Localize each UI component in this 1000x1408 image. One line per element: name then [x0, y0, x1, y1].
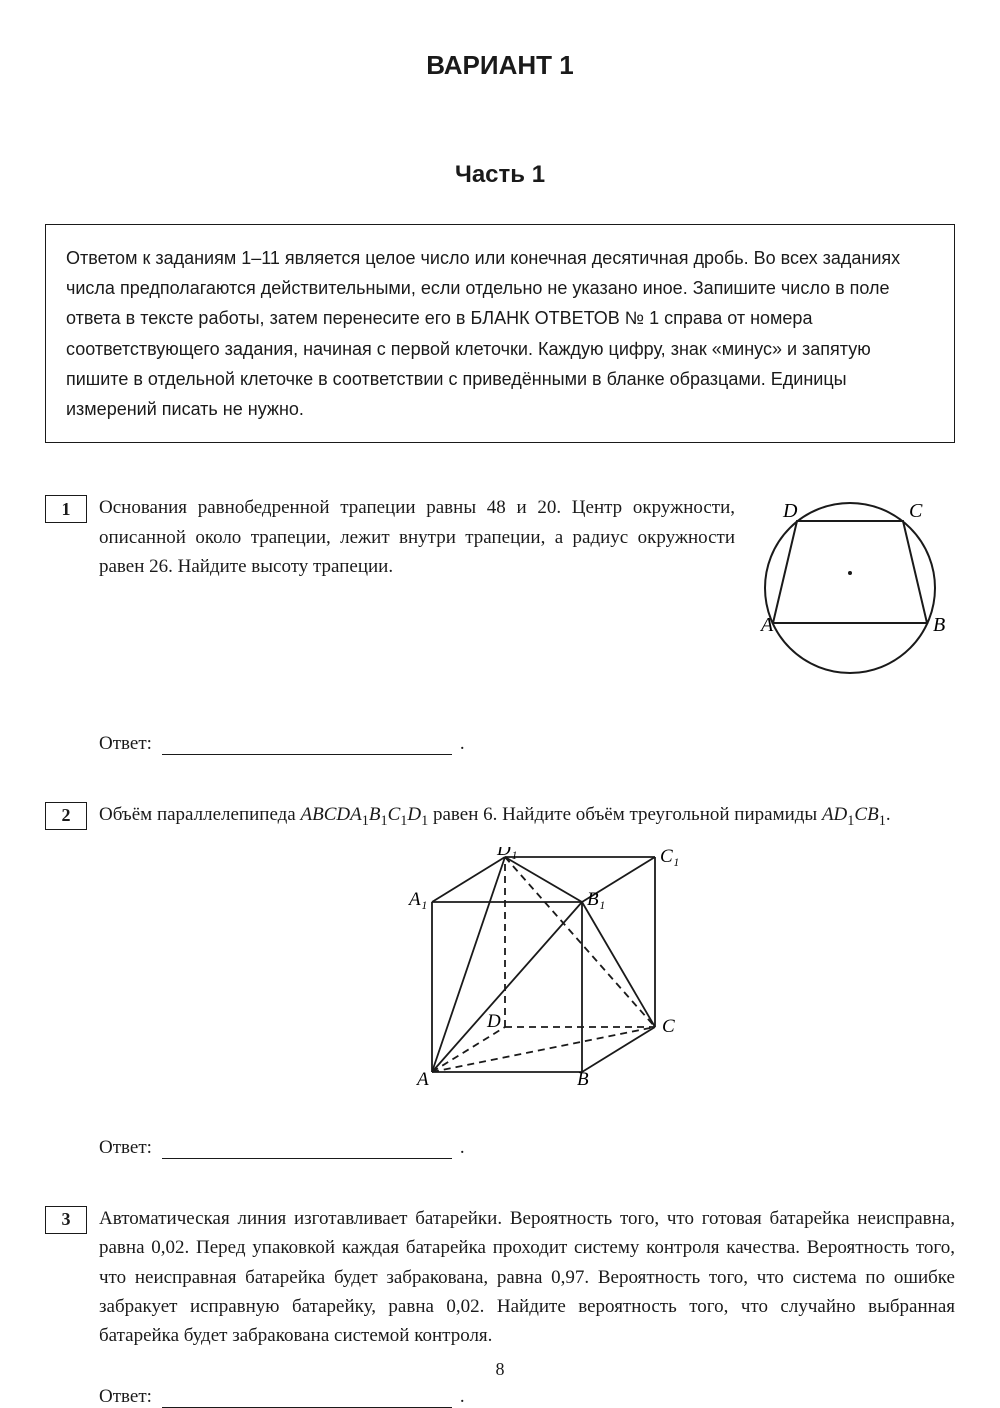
- svg-text:A: A: [415, 1069, 429, 1090]
- answer-line-2: Ответ: .: [99, 1137, 955, 1159]
- svg-text:B: B: [577, 1069, 589, 1090]
- variant-title: ВАРИАНТ 1: [45, 50, 955, 81]
- instructions-box: Ответом к заданиям 1–11 является целое ч…: [45, 224, 955, 443]
- svg-text:D: D: [782, 500, 798, 522]
- answer-period: .: [460, 1137, 465, 1159]
- svg-text:B₁: B₁: [587, 889, 605, 910]
- problem-2-text: Объём параллелепипеда ABCDA1B1C1D1 равен…: [99, 800, 955, 832]
- problem-number-box: 1: [45, 495, 87, 523]
- answer-label: Ответ:: [99, 1137, 152, 1159]
- page-number: 8: [0, 1359, 1000, 1380]
- problem-number-box: 3: [45, 1206, 87, 1234]
- problem-2-figure: A B C D A₁ B₁ C₁ D₁: [99, 847, 955, 1092]
- problem-1-text: Основания равнобедренной трапеции равны …: [99, 493, 735, 581]
- svg-text:C: C: [662, 1016, 675, 1037]
- problem-1: 1 Основания равнобедренной трапеции равн…: [45, 493, 955, 697]
- part-title: Часть 1: [45, 161, 955, 189]
- answer-field[interactable]: [162, 1158, 452, 1159]
- svg-text:D: D: [486, 1011, 501, 1032]
- svg-text:A₁: A₁: [407, 889, 427, 910]
- problem-1-figure: A B C D: [755, 493, 955, 697]
- svg-text:B: B: [933, 614, 945, 636]
- problem-2: 2 Объём параллелепипеда ABCDA1B1C1D1 рав…: [45, 800, 955, 1102]
- svg-text:C₁: C₁: [660, 847, 679, 867]
- problem-number-box: 2: [45, 802, 87, 830]
- answer-label: Ответ:: [99, 733, 152, 755]
- problem-3: 3 Автоматическая линия изготавливает бат…: [45, 1204, 955, 1351]
- answer-period: .: [460, 733, 465, 755]
- svg-text:D₁: D₁: [496, 847, 517, 860]
- svg-text:C: C: [909, 500, 923, 522]
- answer-line-1: Ответ: .: [99, 733, 955, 755]
- answer-field[interactable]: [162, 754, 452, 755]
- problem-3-text: Автоматическая линия изготавливает батар…: [99, 1204, 955, 1351]
- svg-text:A: A: [759, 614, 774, 636]
